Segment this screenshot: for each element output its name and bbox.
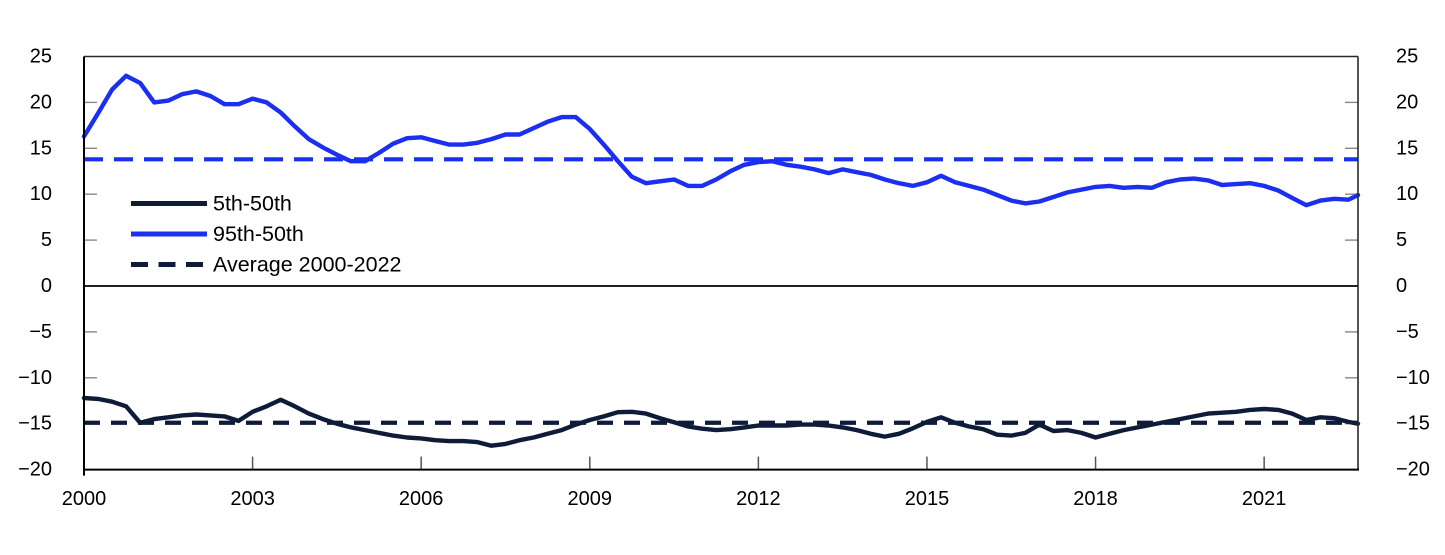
y-axis-label-left--10: −10 <box>18 367 52 389</box>
x-axis-label-2015: 2015 <box>905 488 950 510</box>
x-axis-label-2006: 2006 <box>399 488 444 510</box>
legend-label-Average 2000-2022: Average 2000-2022 <box>213 253 401 277</box>
y-axis-label-left-15: 15 <box>30 137 52 159</box>
x-axis-label-2018: 2018 <box>1073 488 1118 510</box>
x-axis-label-2003: 2003 <box>230 488 275 510</box>
y-axis-label-left-5: 5 <box>41 229 52 251</box>
y-axis-label-left-0: 0 <box>41 275 52 297</box>
y-axis-label-right--10: −10 <box>1396 367 1430 389</box>
y-axis-label-right-15: 15 <box>1396 137 1418 159</box>
y-axis-label-right-10: 10 <box>1396 183 1418 205</box>
x-axis-label-2021: 2021 <box>1242 488 1287 510</box>
series-line-95th-50th <box>81 73 1361 208</box>
x-axis-label-2000: 2000 <box>62 488 107 510</box>
x-axis-label-2012: 2012 <box>736 488 781 510</box>
y-axis-label-left-20: 20 <box>30 91 52 113</box>
legend-label-95th-50th: 95th-50th <box>213 222 304 246</box>
y-axis-label-right-20: 20 <box>1396 91 1418 113</box>
y-axis-label-right-5: 5 <box>1396 229 1407 251</box>
y-axis-label-left--15: −15 <box>18 413 52 435</box>
y-axis-label-right-25: 25 <box>1396 46 1418 68</box>
legend-label-5th-50th: 5th-50th <box>213 192 292 216</box>
series-line-5th-50th <box>81 395 1361 448</box>
y-axis-label-left--5: −5 <box>29 321 52 343</box>
y-axis-label-right-0: 0 <box>1396 275 1407 297</box>
y-axis-label-left-10: 10 <box>30 183 52 205</box>
y-axis-label-right--5: −5 <box>1396 321 1419 343</box>
y-axis-label-left-25: 25 <box>30 46 52 68</box>
y-axis-label-right--20: −20 <box>1396 459 1430 481</box>
y-axis-label-left--20: −20 <box>18 459 52 481</box>
y-axis-label-right--15: −15 <box>1396 413 1430 435</box>
x-axis-label-2009: 2009 <box>568 488 613 510</box>
